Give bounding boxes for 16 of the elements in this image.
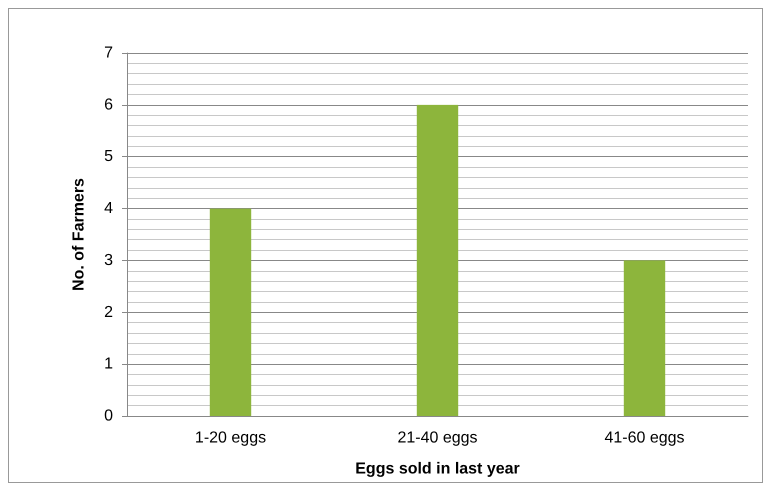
x-tick-label: 1-20 eggs xyxy=(194,430,266,446)
y-tick-label: 6 xyxy=(104,96,114,114)
y-tick-label: 3 xyxy=(104,252,114,269)
y-tick-label: 7 xyxy=(104,44,114,62)
y-tick-label: 4 xyxy=(104,200,114,218)
y-tick-label: 1 xyxy=(104,356,114,373)
y-axis-title: No. of Farmers xyxy=(70,178,88,291)
y-tick-label: 0 xyxy=(104,408,114,424)
y-tick-label: 5 xyxy=(104,148,114,166)
y-tick-label: 2 xyxy=(104,304,114,321)
x-axis-title: Eggs sold in last year xyxy=(355,460,520,478)
bar xyxy=(624,260,666,416)
bar xyxy=(416,104,458,416)
x-tick-label: 21-40 eggs xyxy=(397,430,478,446)
bar xyxy=(210,208,252,416)
x-tick-label: 41-60 eggs xyxy=(604,430,685,446)
